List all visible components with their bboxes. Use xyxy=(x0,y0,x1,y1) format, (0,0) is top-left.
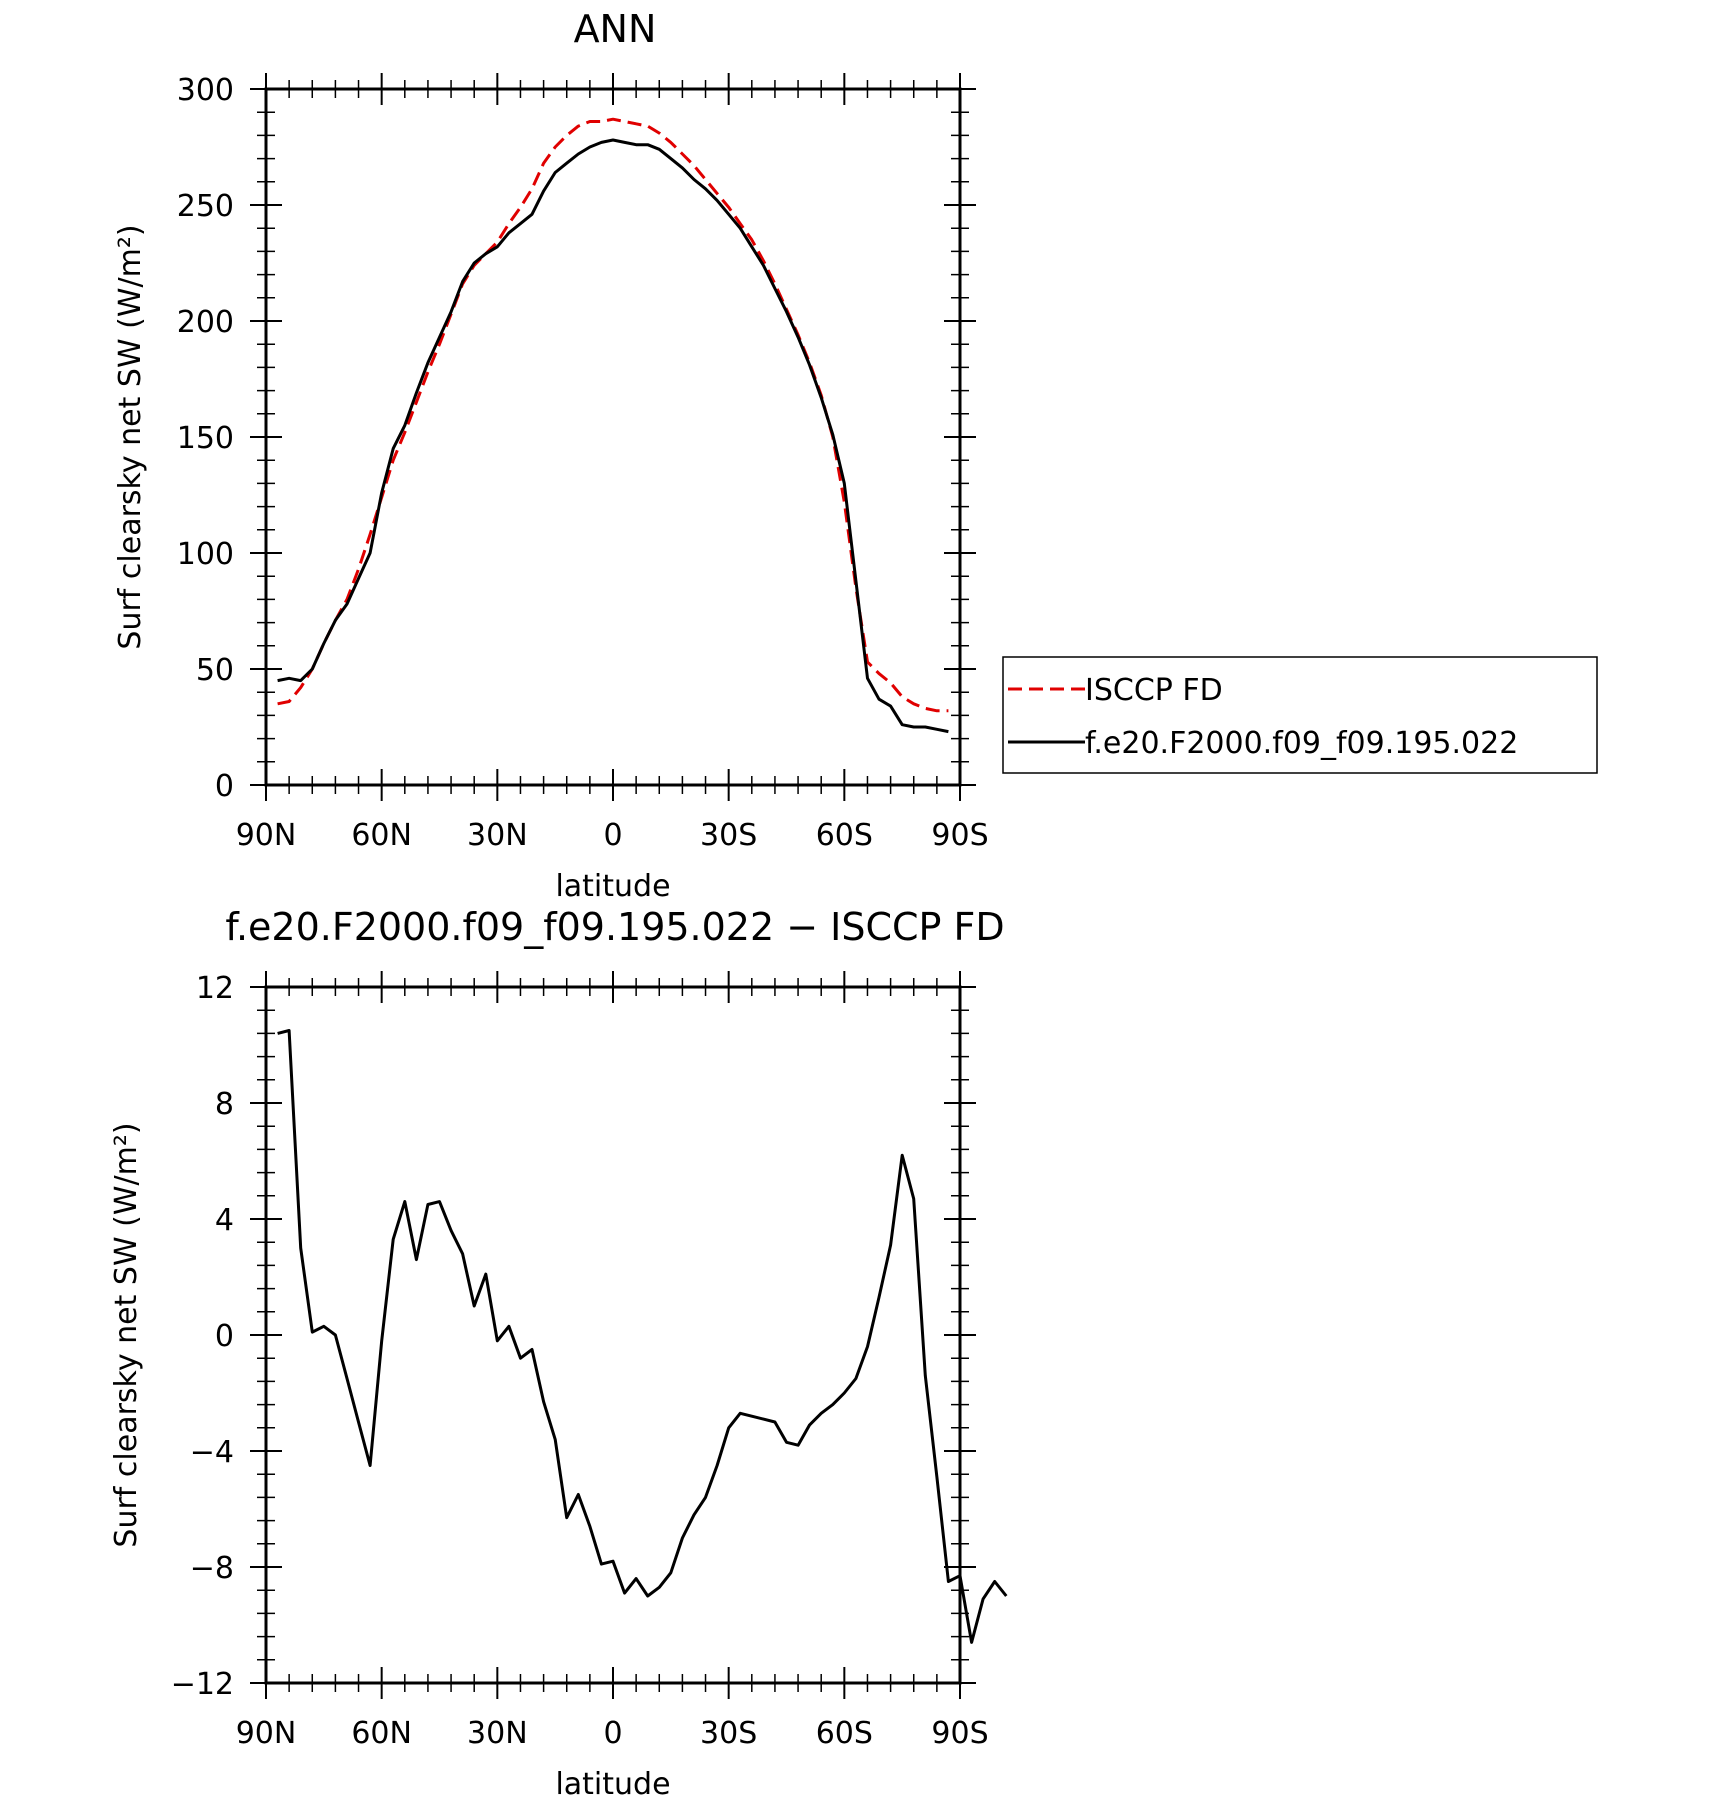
legend-label-model: f.e20.F2000.f09_f09.195.022 xyxy=(1085,726,1518,761)
top-axis-ticks: 90N 60N 30N 0 30S 60S 90S 0 50 100 150 200 250 300 xyxy=(177,73,989,853)
legend: ISCCP FD f.e20.F2000.f09_f09.195.022 xyxy=(1002,656,1598,774)
y-tick-label: 150 xyxy=(177,421,234,456)
x-tick-label: 30N xyxy=(467,1716,528,1751)
x-tick-label: 0 xyxy=(603,818,622,853)
y-tick-label: −4 xyxy=(190,1435,234,1470)
x-tick-label: 60N xyxy=(351,818,412,853)
bottom-chart-title: f.e20.F2000.f09_f09.195.022 − ISCCP FD xyxy=(225,905,1004,949)
bottom-plot-frame xyxy=(264,985,962,1685)
y-tick-label: 100 xyxy=(177,537,234,572)
x-tick-label: 60S xyxy=(816,818,873,853)
y-tick-label: 0 xyxy=(215,769,234,804)
y-tick-label: 4 xyxy=(215,1203,234,1238)
x-tick-label: 30S xyxy=(700,818,757,853)
y-tick-label: 0 xyxy=(215,1319,234,1354)
top-x-axis-label: latitude xyxy=(555,869,670,904)
legend-box xyxy=(1002,656,1598,774)
x-tick-label: 60S xyxy=(816,1716,873,1751)
x-tick-label: 30S xyxy=(700,1716,757,1751)
bottom-x-axis-label: latitude xyxy=(555,1767,670,1802)
bottom-series-group xyxy=(277,1029,1008,1644)
bottom-chart: f.e20.F2000.f09_f09.195.022 − ISCCP FD 9… xyxy=(109,905,1008,1802)
series-line-difference xyxy=(277,1029,1008,1644)
x-tick-label: 90N xyxy=(236,1716,297,1751)
x-tick-label: 90N xyxy=(236,818,297,853)
y-tick-label: 50 xyxy=(196,653,234,688)
y-tick-label: 300 xyxy=(177,73,234,108)
y-tick-label: 8 xyxy=(215,1087,234,1122)
legend-label-isccp: ISCCP FD xyxy=(1085,673,1223,708)
bottom-y-axis-label: Surf clearsky net SW (W/m²) xyxy=(109,1122,144,1547)
top-chart-title: ANN xyxy=(574,7,657,51)
y-tick-label: 200 xyxy=(177,305,234,340)
bottom-axis-ticks: 90N 60N 30N 0 30S 60S 90S −12 −8 −4 0 4 8 12 xyxy=(171,971,989,1751)
top-chart: ANN 90N 60N 30N 0 30S 60S 90S 0 50 100 150 200 250 30… xyxy=(113,7,1598,904)
y-tick-label: 12 xyxy=(196,971,234,1006)
x-tick-label: 90S xyxy=(931,1716,988,1751)
x-tick-label: 90S xyxy=(931,818,988,853)
y-tick-label: −12 xyxy=(171,1667,234,1702)
top-series-group xyxy=(277,117,949,734)
x-tick-label: 30N xyxy=(467,818,528,853)
top-plot-frame xyxy=(264,87,962,787)
series-line-isccp-fd xyxy=(277,117,949,713)
top-y-axis-label: Surf clearsky net SW (W/m²) xyxy=(113,224,148,649)
y-tick-label: 250 xyxy=(177,189,234,224)
x-tick-label: 0 xyxy=(603,1716,622,1751)
series-line-model xyxy=(277,138,949,734)
y-tick-label: −8 xyxy=(190,1551,234,1586)
x-tick-label: 60N xyxy=(351,1716,412,1751)
